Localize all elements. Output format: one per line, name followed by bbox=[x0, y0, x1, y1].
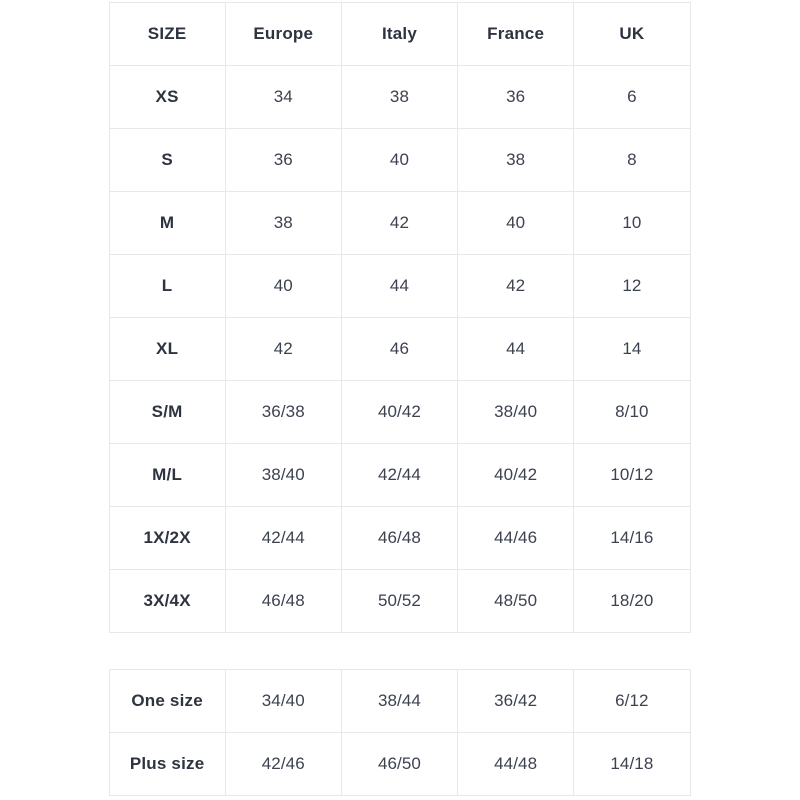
france-cell: 42 bbox=[457, 254, 575, 318]
france-cell: 44/48 bbox=[457, 732, 575, 796]
table-row: 3X/4X 46/48 50/52 48/50 18/20 bbox=[108, 569, 691, 633]
europe-cell: 36/38 bbox=[224, 380, 342, 444]
europe-cell: 46/48 bbox=[224, 569, 342, 633]
size-label-cell: M bbox=[108, 191, 226, 255]
table-row: M 38 42 40 10 bbox=[108, 191, 691, 255]
size-conversion-chart: SIZE Europe Italy France UK XS 34 38 36 … bbox=[108, 2, 691, 796]
column-header-europe: Europe bbox=[224, 2, 342, 66]
italy-cell: 40 bbox=[340, 128, 459, 192]
table-row: One size 34/40 38/44 36/42 6/12 bbox=[108, 669, 691, 733]
france-cell: 44 bbox=[457, 317, 575, 381]
uk-cell: 10/12 bbox=[573, 443, 691, 507]
italy-cell: 46 bbox=[340, 317, 459, 381]
europe-cell: 42/44 bbox=[224, 506, 342, 570]
table-row: 1X/2X 42/44 46/48 44/46 14/16 bbox=[108, 506, 691, 570]
italy-cell: 44 bbox=[340, 254, 459, 318]
europe-cell: 34/40 bbox=[224, 669, 342, 733]
france-cell: 40/42 bbox=[457, 443, 575, 507]
standard-size-table: SIZE Europe Italy France UK XS 34 38 36 … bbox=[108, 2, 691, 633]
uk-cell: 12 bbox=[573, 254, 691, 318]
uk-cell: 8/10 bbox=[573, 380, 691, 444]
universal-size-table-body: One size 34/40 38/44 36/42 6/12 Plus siz… bbox=[108, 669, 691, 796]
size-label-cell: Plus size bbox=[108, 732, 226, 796]
italy-cell: 38/44 bbox=[340, 669, 459, 733]
column-header-size: SIZE bbox=[108, 2, 226, 66]
table-row: XS 34 38 36 6 bbox=[108, 65, 691, 129]
france-cell: 40 bbox=[457, 191, 575, 255]
europe-cell: 38 bbox=[224, 191, 342, 255]
size-label-cell: XS bbox=[108, 65, 226, 129]
uk-cell: 14 bbox=[573, 317, 691, 381]
standard-size-table-body: SIZE Europe Italy France UK XS 34 38 36 … bbox=[108, 2, 691, 633]
size-label-cell: One size bbox=[108, 669, 226, 733]
size-label-cell: XL bbox=[108, 317, 226, 381]
size-label-cell: M/L bbox=[108, 443, 226, 507]
table-separator-gap bbox=[109, 633, 691, 669]
table-row: S/M 36/38 40/42 38/40 8/10 bbox=[108, 380, 691, 444]
europe-cell: 42 bbox=[224, 317, 342, 381]
column-header-france: France bbox=[457, 2, 575, 66]
table-header-row: SIZE Europe Italy France UK bbox=[108, 2, 691, 66]
france-cell: 38/40 bbox=[457, 380, 575, 444]
table-row: Plus size 42/46 46/50 44/48 14/18 bbox=[108, 732, 691, 796]
uk-cell: 14/16 bbox=[573, 506, 691, 570]
europe-cell: 38/40 bbox=[224, 443, 342, 507]
italy-cell: 50/52 bbox=[340, 569, 459, 633]
europe-cell: 36 bbox=[224, 128, 342, 192]
france-cell: 48/50 bbox=[457, 569, 575, 633]
size-label-cell: 3X/4X bbox=[108, 569, 226, 633]
column-header-italy: Italy bbox=[340, 2, 459, 66]
italy-cell: 46/48 bbox=[340, 506, 459, 570]
france-cell: 44/46 bbox=[457, 506, 575, 570]
uk-cell: 18/20 bbox=[573, 569, 691, 633]
table-row: L 40 44 42 12 bbox=[108, 254, 691, 318]
europe-cell: 42/46 bbox=[224, 732, 342, 796]
france-cell: 36/42 bbox=[457, 669, 575, 733]
size-label-cell: S bbox=[108, 128, 226, 192]
europe-cell: 40 bbox=[224, 254, 342, 318]
italy-cell: 42/44 bbox=[340, 443, 459, 507]
size-label-cell: 1X/2X bbox=[108, 506, 226, 570]
size-label-cell: S/M bbox=[108, 380, 226, 444]
uk-cell: 10 bbox=[573, 191, 691, 255]
uk-cell: 8 bbox=[573, 128, 691, 192]
table-row: S 36 40 38 8 bbox=[108, 128, 691, 192]
uk-cell: 6/12 bbox=[573, 669, 691, 733]
france-cell: 38 bbox=[457, 128, 575, 192]
size-label-cell: L bbox=[108, 254, 226, 318]
italy-cell: 46/50 bbox=[340, 732, 459, 796]
column-header-uk: UK bbox=[573, 2, 691, 66]
france-cell: 36 bbox=[457, 65, 575, 129]
uk-cell: 6 bbox=[573, 65, 691, 129]
universal-size-table: One size 34/40 38/44 36/42 6/12 Plus siz… bbox=[108, 669, 691, 796]
italy-cell: 40/42 bbox=[340, 380, 459, 444]
table-row: XL 42 46 44 14 bbox=[108, 317, 691, 381]
italy-cell: 42 bbox=[340, 191, 459, 255]
uk-cell: 14/18 bbox=[573, 732, 691, 796]
italy-cell: 38 bbox=[340, 65, 459, 129]
table-row: M/L 38/40 42/44 40/42 10/12 bbox=[108, 443, 691, 507]
europe-cell: 34 bbox=[224, 65, 342, 129]
